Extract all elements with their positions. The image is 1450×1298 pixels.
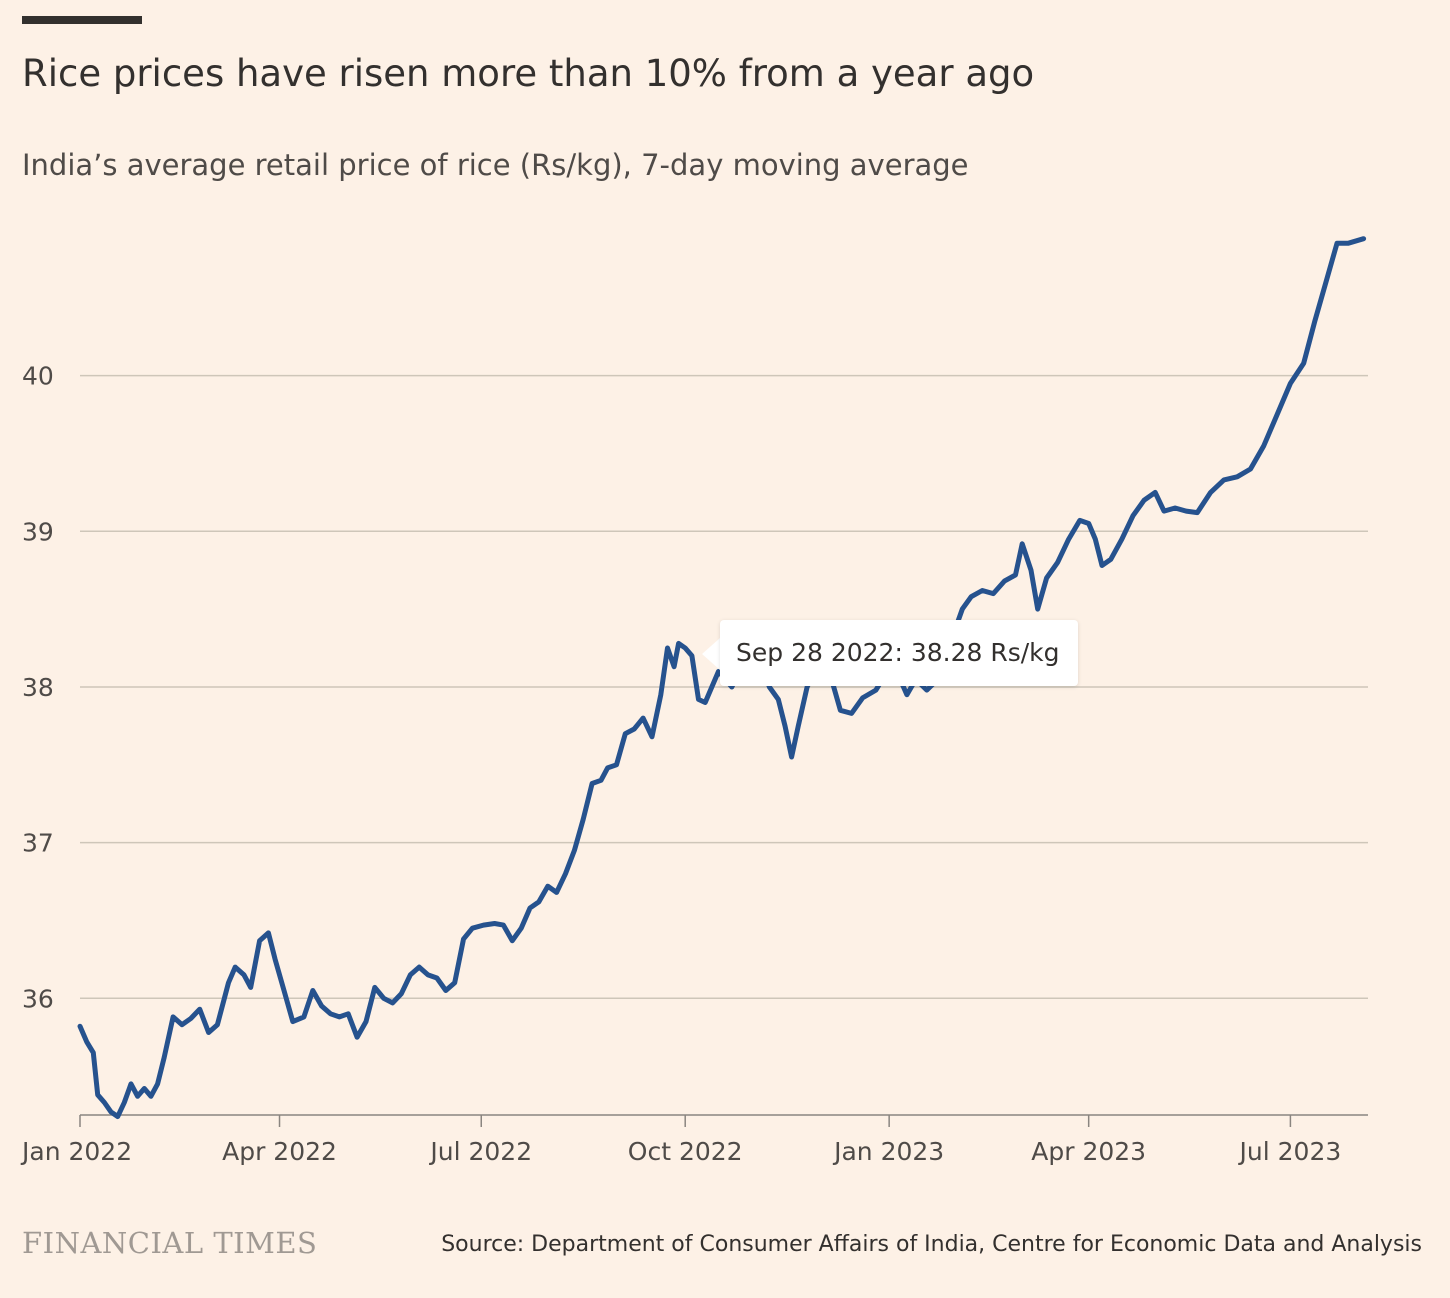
ft-logo: FINANCIAL TIMES [22,1226,318,1260]
y-tick-label: 36 [22,984,54,1013]
brand-bar [22,16,142,24]
x-tick-label: Jan 2023 [832,1137,944,1166]
x-tick-label: Apr 2023 [1031,1137,1146,1166]
y-tick-label: 37 [22,829,54,858]
tooltip-pointer [702,638,720,670]
chart-title: Rice prices have risen more than 10% fro… [22,52,1035,95]
x-tick-label: Apr 2022 [222,1137,337,1166]
y-tick-label: 39 [22,517,54,546]
gridlines [80,374,1368,1000]
data-tooltip: Sep 28 2022: 38.28 Rs/kg [720,620,1078,686]
y-axis-tick-labels: 36 37 38 39 40 [22,362,54,1014]
line-chart[interactable]: 36 37 38 39 40 Jan 2022 Apr 2022 Jul 2022 Oct 2… [0,210,1450,1210]
y-tick-label: 40 [22,362,54,391]
x-tick-label: Jul 2023 [1238,1137,1342,1166]
x-tick-label: Jan 2022 [20,1137,132,1166]
series-line-rice-price[interactable] [77,236,1367,1120]
x-tick-label: Jul 2022 [428,1137,532,1166]
x-tick-label: Oct 2022 [628,1137,743,1166]
source-note: Source: Department of Consumer Affairs o… [441,1232,1422,1257]
x-axis-ticks: Jan 2022 Apr 2022 Jul 2022 Oct 2022 Jan 2023… [20,1115,1341,1166]
chart-subtitle: India’s average retail price of rice (Rs… [22,148,969,182]
y-tick-label: 38 [22,673,54,702]
